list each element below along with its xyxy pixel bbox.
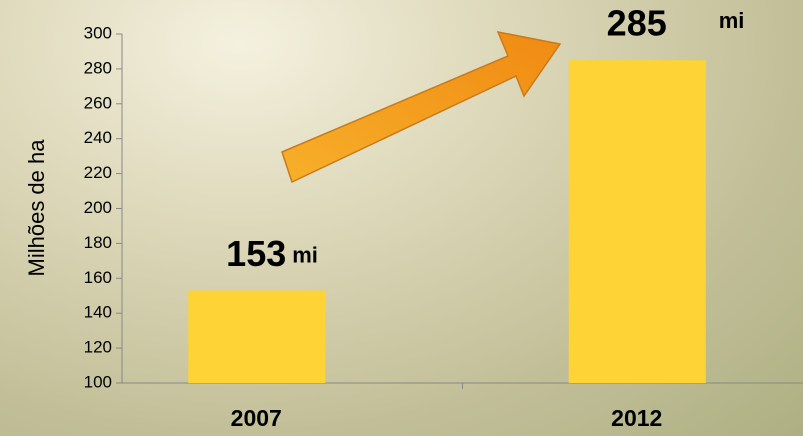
bar [188,291,325,383]
y-axis-label: Milhões de ha [24,139,49,277]
y-tick-label: 200 [84,198,112,217]
data-label-unit: mi [292,242,318,267]
y-tick-label: 300 [84,23,112,42]
page: Milhões de ha 100 120 140 160 180 200 220 240 26… [0,0,803,436]
data-label-unit: mi [719,8,745,33]
data-label: 285 [607,3,667,44]
y-tick-label: 160 [84,268,112,287]
y-tick-label: 260 [84,93,112,112]
y-tick-label: 120 [84,338,112,357]
y-tick-label: 180 [84,233,112,252]
chart: Milhões de ha 100 120 140 160 180 200 220 240 26… [0,0,803,436]
y-tick-label: 140 [84,303,112,322]
y-tick-label: 220 [84,163,112,182]
data-label: 153 [226,233,286,274]
x-tick-label: 2007 [231,405,282,431]
y-tick-label: 240 [84,128,112,147]
y-tick-label: 280 [84,58,112,77]
trend-arrow [282,32,560,182]
bar [569,60,706,383]
x-tick-label: 2012 [611,405,662,431]
y-tick-label: 100 [84,372,112,391]
